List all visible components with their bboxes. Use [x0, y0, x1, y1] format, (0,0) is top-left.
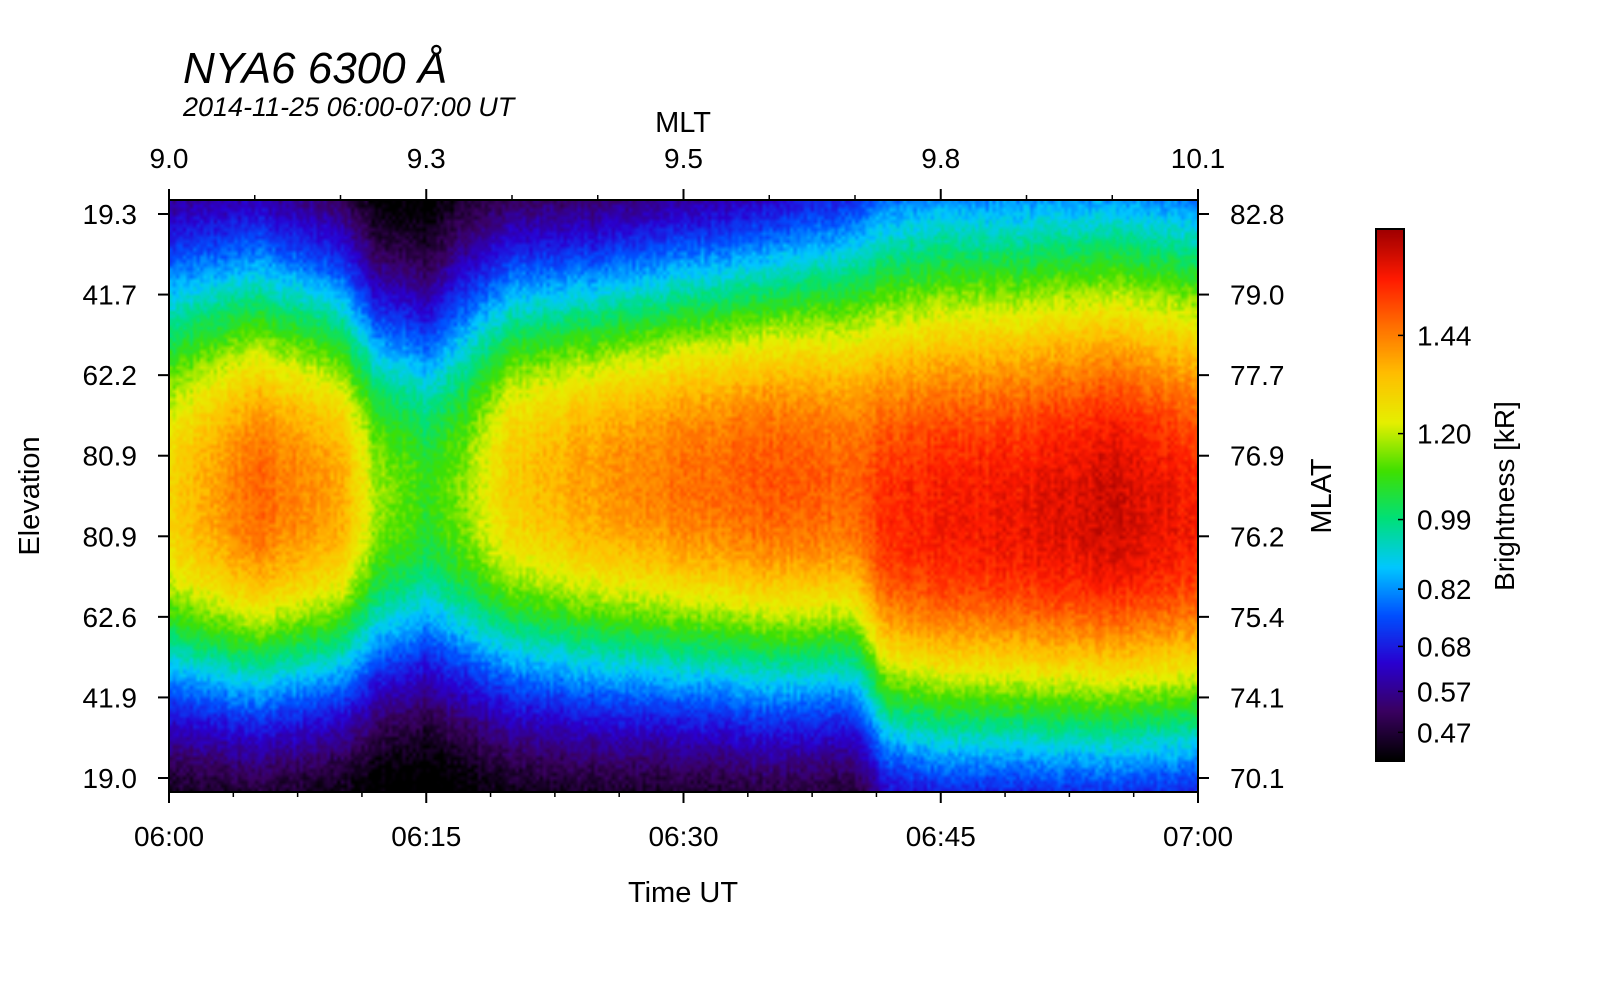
y-tick-label: 41.7	[83, 280, 138, 311]
y-tick-label: 62.6	[83, 602, 138, 633]
y-tick-label: 19.3	[83, 199, 138, 230]
y-tick-label: 80.9	[83, 441, 138, 472]
y-tick-label: 41.9	[83, 682, 138, 713]
top-tick-label: 9.3	[407, 143, 446, 174]
right-axis-mlat: 82.8 79.0 77.7 76.9 76.2 75.4 74.1 70.1	[1198, 199, 1285, 794]
colorbar-tick-label: 1.44	[1417, 320, 1472, 351]
top-tick-label: 10.1	[1171, 143, 1226, 174]
keogram-heatmap	[169, 200, 1198, 792]
x-tick-label: 06:45	[906, 821, 976, 852]
y-axis-elevation: 19.3 41.7 62.2 80.9 80.9 62.6 41.9 19.0	[83, 199, 169, 794]
top-tick-label: 9.8	[921, 143, 960, 174]
y-tick-label: 62.2	[83, 360, 138, 391]
right-tick-label: 82.8	[1230, 199, 1285, 230]
x-tick-label: 06:00	[134, 821, 204, 852]
right-tick-label: 79.0	[1230, 280, 1285, 311]
x-axis-label: Time UT	[628, 877, 738, 909]
colorbar-tick-label: 0.99	[1417, 505, 1472, 536]
y-tick-label: 80.9	[83, 521, 138, 552]
x-axis: 06:00 06:15 06:30 06:45 07:00	[134, 792, 1233, 852]
right-tick-label: 76.9	[1230, 441, 1285, 472]
colorbar-frame	[1375, 228, 1405, 762]
plot-frame	[168, 199, 1199, 793]
chart-subtitle: 2014-11-25 06:00-07:00 UT	[183, 92, 515, 122]
top-axis-mlt: 9.0 9.3 9.5 9.8 10.1	[150, 143, 1226, 200]
right-tick-label: 74.1	[1230, 682, 1285, 713]
top-tick-label: 9.5	[664, 143, 703, 174]
brightness-colorbar	[1376, 229, 1404, 761]
colorbar-axis: 1.44 1.20 0.99 0.82 0.68 0.57 0.47	[1398, 320, 1472, 748]
colorbar-label: Brightness [kR]	[1489, 401, 1520, 591]
y-axis-label: Elevation	[14, 436, 46, 555]
top-tick-label: 9.0	[150, 143, 189, 174]
colorbar-tick-label: 1.20	[1417, 419, 1472, 450]
x-tick-label: 07:00	[1163, 821, 1233, 852]
colorbar-tick-label: 0.47	[1417, 717, 1472, 748]
colorbar-tick-label: 0.68	[1417, 631, 1472, 662]
right-tick-label: 77.7	[1230, 360, 1285, 391]
x-tick-label: 06:30	[648, 821, 718, 852]
right-tick-label: 70.1	[1230, 763, 1285, 794]
colorbar-tick-label: 0.82	[1417, 574, 1472, 605]
chart-title: NYA6 6300 Å	[183, 44, 448, 93]
y-tick-label: 19.0	[83, 763, 138, 794]
colorbar-tick-label: 0.57	[1417, 676, 1472, 707]
x-tick-label: 06:15	[391, 821, 461, 852]
right-tick-label: 75.4	[1230, 602, 1285, 633]
right-tick-label: 76.2	[1230, 521, 1285, 552]
right-axis-label: MLAT	[1306, 458, 1338, 533]
top-axis-label: MLT	[655, 107, 711, 139]
